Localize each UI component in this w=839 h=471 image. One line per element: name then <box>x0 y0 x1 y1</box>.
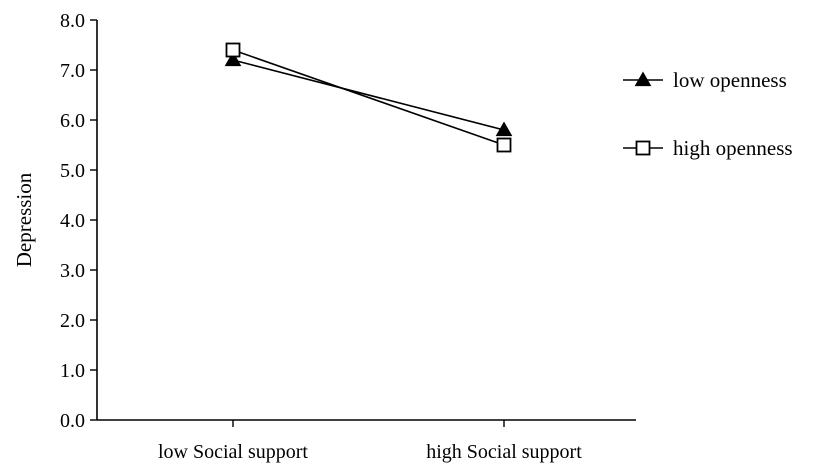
data-point <box>496 137 512 153</box>
y-tick-label: 4.0 <box>60 210 85 232</box>
data-point <box>224 51 242 67</box>
x-tick-label: high Social support <box>426 441 582 463</box>
series-layer <box>224 42 513 153</box>
y-tick-label: 6.0 <box>60 110 85 132</box>
legend-label: low openness <box>673 68 787 92</box>
data-point <box>495 121 513 137</box>
data-point <box>225 42 241 58</box>
y-tick-label: 2.0 <box>60 310 85 332</box>
y-tick-label: 0.0 <box>60 410 85 432</box>
legend-item: low openness <box>623 68 787 92</box>
y-axis-title: Depression <box>12 172 36 267</box>
series-line <box>232 59 505 131</box>
series-line <box>232 49 505 146</box>
legend: low openness high openness <box>623 68 793 160</box>
legend-marker <box>634 71 652 87</box>
legend-label: high openness <box>673 136 793 160</box>
y-tick-label: 1.0 <box>60 360 85 382</box>
series-low-openness <box>224 51 513 137</box>
y-tick-label: 8.0 <box>60 10 85 32</box>
y-tick-label: 5.0 <box>60 160 85 182</box>
series-high-openness <box>225 42 512 153</box>
legend-item: high openness <box>623 136 793 160</box>
legend-marker <box>635 140 651 156</box>
y-axis-ticks: 0.0 1.0 2.0 3.0 4.0 5.0 6.0 7.0 8.0 <box>60 10 97 432</box>
y-tick-label: 3.0 <box>60 260 85 282</box>
x-tick-label: low Social support <box>158 441 308 463</box>
y-tick-label: 7.0 <box>60 60 85 82</box>
x-axis-ticks: low Social support high Social support <box>158 420 582 463</box>
